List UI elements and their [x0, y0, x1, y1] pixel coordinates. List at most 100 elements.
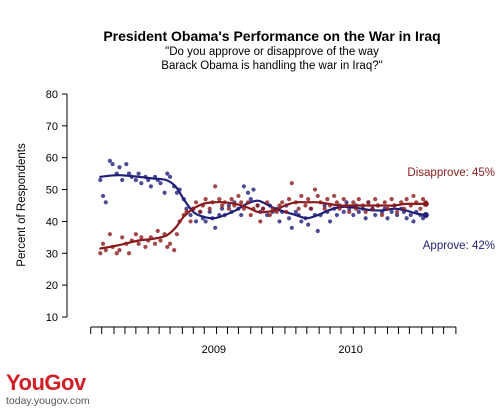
disapprove-point-22	[167, 241, 173, 246]
disapprove-point-74	[334, 200, 340, 205]
disapprove-point-75	[337, 206, 342, 211]
disapprove-point-13	[139, 235, 144, 240]
disapprove-point-2	[103, 248, 108, 253]
approve-point-22	[167, 174, 173, 179]
approve-point-61	[293, 209, 298, 214]
y-tick-label-20: 20	[46, 280, 58, 292]
approve-point-21	[165, 171, 170, 176]
disapprove-point-57	[280, 200, 285, 205]
approve-point-59	[286, 216, 292, 221]
approve-point-91	[389, 209, 394, 214]
approve-point-36	[213, 225, 218, 230]
approve-point-11	[133, 177, 138, 183]
approve-point-1	[100, 193, 106, 199]
approve-point-90	[385, 216, 390, 221]
disapprove-point-51	[260, 206, 266, 211]
disapprove-point-86	[373, 197, 378, 202]
disapprove-point-95	[401, 206, 407, 211]
approve-point-2	[103, 200, 108, 205]
y-tick-label-40: 40	[46, 216, 58, 228]
disapprove-point-96	[404, 197, 409, 202]
disapprove-point-5	[114, 251, 119, 256]
disapprove-point-100	[418, 206, 423, 211]
disapprove-point-68	[315, 193, 320, 199]
y-tick-label-60: 60	[46, 153, 58, 165]
disapprove-point-31	[198, 209, 203, 214]
disapprove-point-44	[239, 200, 244, 205]
disapprove-point-83	[363, 209, 368, 214]
disapprove-point-71	[325, 197, 330, 202]
disapprove-point-18	[155, 228, 160, 234]
approve-point-8	[124, 161, 129, 167]
disapprove-point-40	[226, 206, 231, 211]
approve-point-30	[193, 219, 199, 224]
approve-point-44	[239, 212, 244, 218]
disapprove-point-21	[165, 244, 170, 250]
approve-point-72	[327, 219, 333, 224]
disapprove-point-59	[286, 197, 292, 202]
logo-wordmark: YouGov	[6, 370, 86, 395]
disapprove-point-47	[248, 212, 253, 218]
disapprove-point-88	[379, 212, 385, 218]
disapprove-point-81	[356, 197, 361, 202]
yougov-logo: YouGov today.yougov.com	[6, 370, 90, 408]
disapprove-point-53	[267, 212, 272, 218]
disapprove-point-63	[299, 193, 304, 199]
disapprove-point-24	[174, 232, 179, 237]
disapprove-point-28	[188, 219, 193, 224]
disapprove-point-23	[172, 248, 177, 253]
disapprove-point-80	[353, 206, 359, 211]
approve-point-19	[158, 181, 163, 186]
disapprove-point-52	[265, 200, 270, 205]
approve-point-16	[148, 184, 154, 189]
disapprove-point-9	[126, 251, 132, 256]
disapprove-point-78	[347, 209, 352, 214]
logo-url: today.yougov.com	[6, 395, 90, 407]
approve-point-93	[394, 212, 400, 218]
disapprove-point-73	[332, 193, 337, 199]
y-tick-label-30: 30	[46, 248, 58, 260]
approve-point-83	[363, 216, 368, 221]
y-tick-label-70: 70	[46, 121, 58, 133]
y-tick-label-50: 50	[46, 185, 58, 197]
disapprove-point-3	[107, 232, 112, 237]
disapprove-point-101	[420, 197, 426, 202]
approve-point-3	[107, 158, 112, 163]
approve-point-65	[306, 222, 311, 227]
approve-point-76	[341, 209, 346, 214]
approve-point-28	[188, 212, 193, 218]
approve-point-0	[98, 177, 103, 183]
disapprove-point-49	[255, 203, 260, 208]
disapprove-point-70	[322, 206, 327, 211]
approve-point-79	[351, 212, 356, 218]
approve-point-34	[207, 209, 212, 214]
disapprove-point-43	[236, 193, 241, 199]
disapprove-point-91	[389, 197, 394, 202]
approve-end-label: Approve: 42%	[423, 240, 495, 252]
disapprove-point-93	[394, 209, 400, 214]
disapprove-point-67	[312, 187, 318, 192]
disapprove-point-19	[158, 238, 163, 243]
approve-point-13	[139, 181, 144, 186]
chart-subtitle-line-1: "Do you approve or disapprove of the way	[165, 46, 379, 58]
disapprove-end-label: Disapprove: 45%	[407, 167, 495, 179]
disapprove-point-38	[219, 203, 225, 208]
disapprove-point-14	[143, 244, 148, 250]
disapprove-point-6	[117, 248, 122, 253]
disapprove-point-90	[385, 206, 390, 211]
y-axis-title: Percent of Respondents	[16, 143, 28, 267]
disapprove-point-65	[306, 197, 311, 202]
disapprove-point-50	[258, 219, 263, 224]
disapprove-point-12	[136, 241, 141, 246]
approve-point-60	[289, 225, 294, 230]
approve-point-68	[315, 228, 320, 234]
disapprove-point-46	[245, 200, 251, 205]
disapprove-point-33	[203, 197, 208, 202]
disapprove-point-60	[289, 181, 294, 186]
disapprove-point-98	[411, 193, 416, 199]
end-labels: Approve: 42% Disapprove: 45%	[407, 167, 495, 252]
approve-point-7	[120, 177, 125, 183]
disapprove-point-76	[341, 197, 346, 202]
approve-point-48	[251, 187, 256, 192]
disapprove-point-41	[229, 197, 234, 202]
